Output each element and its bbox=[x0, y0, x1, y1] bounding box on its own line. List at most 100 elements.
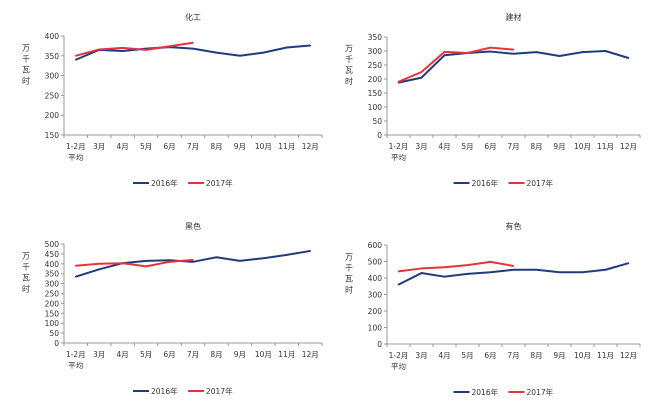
x-tick-label: 1-2月平均 bbox=[389, 351, 409, 371]
y-tick-label: 150 bbox=[368, 89, 383, 98]
x-tick-label: 3月 bbox=[415, 142, 427, 151]
y-tick-label: 200 bbox=[368, 75, 383, 84]
y-tick-label: 450 bbox=[45, 250, 60, 259]
y-tick-label: 400 bbox=[45, 260, 60, 269]
y-tick-label: 400 bbox=[45, 32, 60, 41]
data-point bbox=[604, 50, 607, 52]
data-point bbox=[286, 254, 288, 256]
y-tick-label: 100 bbox=[45, 319, 60, 328]
x-tick-label: 6月 bbox=[484, 142, 496, 151]
chart-title: 黑色 bbox=[185, 221, 201, 231]
series-line-2017年 bbox=[398, 46, 514, 83]
data-point bbox=[215, 51, 218, 54]
legend-label: 2017年 bbox=[527, 178, 554, 188]
x-tick-label: 5月 bbox=[140, 350, 152, 359]
y-tick-label: 350 bbox=[45, 270, 60, 279]
data-point bbox=[168, 261, 171, 263]
chart-title: 有色 bbox=[506, 221, 522, 231]
x-tick-label-line: 平均 bbox=[391, 152, 406, 162]
data-point bbox=[420, 76, 423, 79]
data-point bbox=[168, 259, 171, 262]
data-point bbox=[627, 262, 630, 264]
data-point bbox=[145, 265, 147, 268]
y-axis-label: 万千瓦时 bbox=[345, 44, 354, 88]
data-point bbox=[309, 44, 312, 47]
data-point bbox=[192, 41, 194, 44]
x-tick-label: 4月 bbox=[116, 142, 128, 151]
x-tick-label: 7月 bbox=[507, 351, 519, 360]
x-tick-label: 12月 bbox=[620, 351, 637, 360]
x-tick-label: 4月 bbox=[438, 142, 450, 151]
y-tick-label: 350 bbox=[45, 52, 60, 61]
data-point bbox=[74, 264, 77, 267]
data-point bbox=[466, 273, 469, 275]
y-tick-label: 350 bbox=[368, 33, 383, 42]
data-point bbox=[262, 51, 265, 54]
data-point bbox=[192, 47, 194, 50]
x-tick-label: 3月 bbox=[93, 350, 105, 359]
data-point bbox=[98, 268, 100, 271]
y-tick-label: 150 bbox=[45, 131, 60, 140]
legend-label: 2016年 bbox=[151, 386, 178, 396]
y-tick-label: 200 bbox=[45, 111, 60, 120]
y-tick-label: 100 bbox=[368, 324, 383, 333]
data-point bbox=[489, 271, 492, 274]
y-tick-label: 300 bbox=[368, 47, 383, 56]
data-point bbox=[512, 265, 515, 267]
data-point bbox=[512, 53, 515, 55]
y-tick-label: 500 bbox=[368, 258, 383, 267]
data-point bbox=[420, 272, 423, 274]
x-tick-label: 8月 bbox=[530, 351, 542, 360]
data-point bbox=[535, 268, 538, 271]
x-tick-label: 1-2月平均 bbox=[66, 350, 86, 370]
data-point bbox=[239, 55, 241, 57]
y-tick-label: 250 bbox=[368, 61, 383, 70]
data-point bbox=[74, 275, 77, 278]
data-point bbox=[286, 46, 288, 49]
y-tick-label: 150 bbox=[45, 309, 60, 318]
x-tick-label-line: 平均 bbox=[68, 360, 83, 370]
x-tick-label: 7月 bbox=[187, 350, 199, 359]
data-point bbox=[581, 271, 584, 274]
y-tick-label: 0 bbox=[377, 340, 382, 349]
data-point bbox=[420, 71, 423, 73]
data-point bbox=[512, 48, 515, 51]
x-tick-label-line: 1-2月 bbox=[66, 142, 86, 151]
data-point bbox=[535, 51, 538, 53]
y-tick-label: 200 bbox=[45, 299, 60, 308]
legend-label: 2017年 bbox=[206, 386, 233, 396]
data-point bbox=[604, 268, 607, 271]
y-tick-label: 100 bbox=[368, 103, 383, 112]
data-point bbox=[489, 261, 492, 263]
legend-label: 2016年 bbox=[472, 387, 499, 397]
data-point bbox=[145, 49, 147, 51]
data-point bbox=[420, 267, 423, 270]
x-tick-label: 11月 bbox=[278, 350, 295, 359]
x-tick-label: 10月 bbox=[255, 142, 272, 151]
series-line-2017年 bbox=[75, 41, 194, 57]
data-point bbox=[239, 260, 241, 262]
y-tick-label: 500 bbox=[45, 240, 60, 249]
data-point bbox=[192, 261, 194, 263]
y-axis-label: 万千瓦时 bbox=[345, 253, 354, 297]
x-tick-label: 1-2月平均 bbox=[389, 142, 409, 162]
data-point bbox=[192, 259, 194, 261]
data-point bbox=[397, 283, 400, 286]
x-tick-label: 3月 bbox=[415, 351, 427, 360]
y-tick-label: 250 bbox=[45, 290, 60, 299]
y-tick-label: 300 bbox=[45, 72, 60, 81]
series-line-2017年 bbox=[398, 260, 514, 273]
x-tick-label: 10月 bbox=[255, 350, 272, 359]
x-tick-label: 6月 bbox=[163, 350, 175, 359]
data-point bbox=[489, 46, 492, 49]
data-point bbox=[145, 260, 147, 262]
x-tick-label: 5月 bbox=[461, 351, 473, 360]
x-tick-label: 9月 bbox=[553, 142, 565, 151]
x-tick-label: 11月 bbox=[278, 142, 295, 151]
y-tick-label: 0 bbox=[54, 339, 59, 348]
data-point bbox=[489, 50, 492, 53]
